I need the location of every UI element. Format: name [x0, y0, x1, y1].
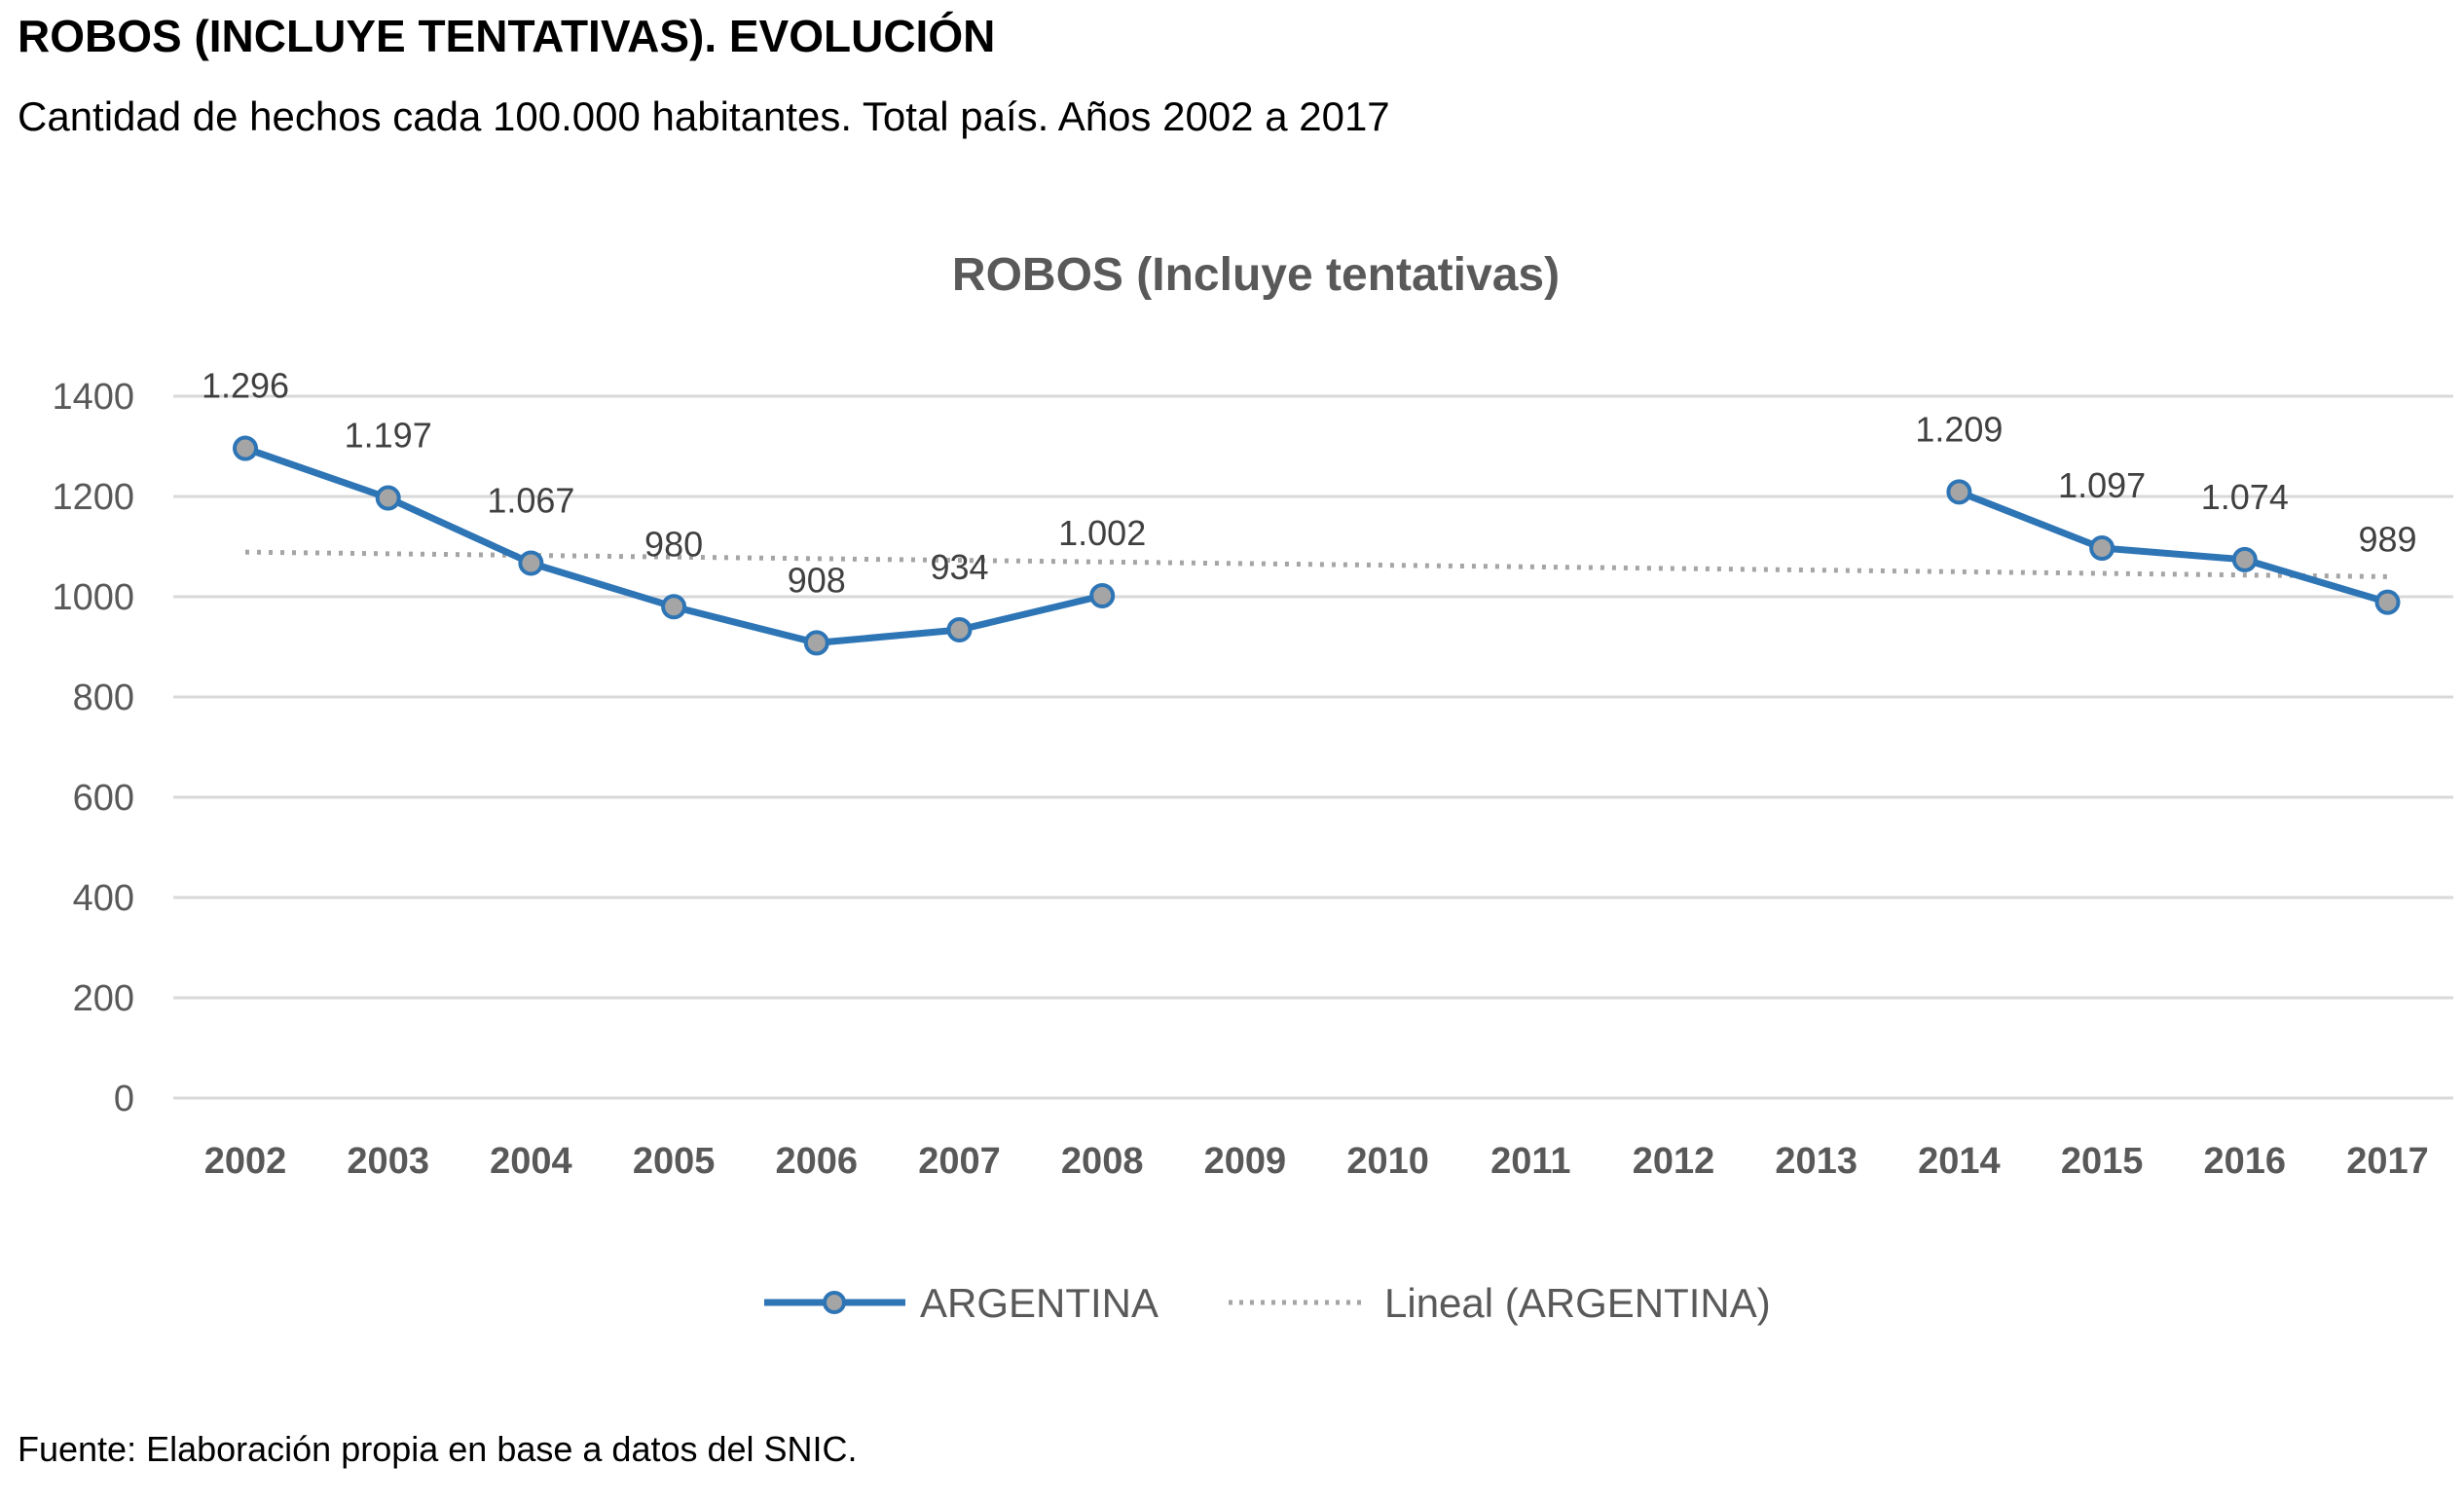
page-heading: ROBOS (INCLUYE TENTATIVAS). EVOLUCIÓN — [18, 11, 996, 61]
x-tick-label: 2002 — [204, 1141, 287, 1182]
y-tick-label: 800 — [73, 678, 134, 718]
data-point — [2231, 546, 2258, 572]
legend-marker-argentina — [823, 1291, 846, 1314]
y-tick-label: 200 — [73, 978, 134, 1019]
data-label: 980 — [644, 524, 703, 564]
data-point — [1089, 582, 1116, 608]
x-tick-label: 2009 — [1204, 1141, 1287, 1182]
x-tick-label: 2013 — [1775, 1141, 1857, 1182]
data-label: 1.296 — [202, 366, 289, 406]
data-point — [233, 435, 258, 461]
data-label: 1.197 — [345, 416, 432, 456]
x-tick-label: 2007 — [918, 1141, 1001, 1182]
data-point — [661, 594, 687, 620]
y-tick-label: 400 — [73, 878, 134, 919]
x-tick-label: 2015 — [2061, 1141, 2144, 1182]
data-label: 908 — [788, 560, 846, 600]
data-point — [1946, 479, 1972, 505]
chart-title: ROBOS (Incluye tentativas) — [952, 249, 1560, 301]
data-label: 1.002 — [1058, 513, 1146, 553]
y-axis-ticks: 0 200 400 600 800 1000 1200 1400 — [52, 377, 134, 1119]
legend-label-trendline: Lineal (ARGENTINA) — [1384, 1280, 1771, 1326]
x-tick-label: 2006 — [776, 1141, 859, 1182]
data-point — [375, 485, 401, 511]
data-point — [946, 616, 973, 642]
x-axis-ticks: 2002 2003 2004 2005 2006 2007 2008 2009 2010 2011… — [204, 1141, 2429, 1182]
data-label: 1.074 — [2201, 477, 2289, 517]
x-tick-label: 2014 — [1918, 1141, 2001, 1182]
data-point — [2374, 589, 2401, 615]
y-tick-label: 600 — [73, 778, 134, 819]
chart-legend: ARGENTINA Lineal (ARGENTINA) — [764, 1280, 1771, 1326]
data-label: 1.067 — [487, 480, 574, 520]
y-tick-label: 1000 — [52, 577, 134, 618]
legend-label-argentina: ARGENTINA — [920, 1280, 1158, 1326]
x-tick-label: 2003 — [347, 1141, 429, 1182]
x-tick-label: 2004 — [490, 1141, 572, 1182]
x-tick-label: 2016 — [2204, 1141, 2287, 1182]
data-point — [803, 630, 829, 656]
y-tick-label: 1400 — [52, 377, 134, 418]
x-tick-label: 2011 — [1490, 1141, 1570, 1182]
page-subheading: Cantidad de hechos cada 100.000 habitant… — [18, 93, 1390, 139]
x-tick-label: 2017 — [2346, 1141, 2429, 1182]
x-tick-label: 2005 — [633, 1141, 716, 1182]
x-tick-label: 2012 — [1633, 1141, 1715, 1182]
data-label: 1.097 — [2058, 465, 2146, 505]
y-tick-label: 0 — [114, 1079, 134, 1119]
source-note: Fuente: Elaboración propia en base a dat… — [18, 1429, 858, 1469]
series-line-argentina — [1955, 488, 2391, 606]
x-tick-label: 2008 — [1061, 1141, 1144, 1182]
y-tick-label: 1200 — [52, 477, 134, 518]
data-label: 989 — [2358, 520, 2416, 560]
data-label: 1.209 — [1915, 409, 2003, 449]
x-tick-label: 2010 — [1346, 1141, 1429, 1182]
series-group — [233, 435, 2401, 656]
data-point — [2089, 535, 2115, 562]
data-point — [518, 550, 544, 576]
data-labels-group: 1.296 1.197 1.067 980 908 934 1.002 1.209 1.097 1… — [202, 366, 2417, 601]
data-label: 934 — [930, 547, 988, 587]
gridlines — [173, 394, 2453, 1100]
